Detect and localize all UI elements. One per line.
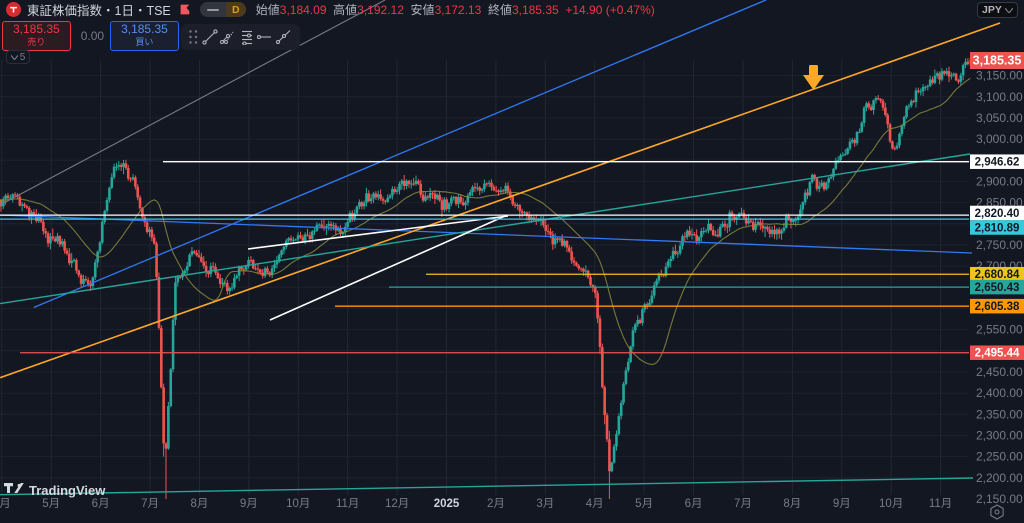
svg-text:2,350.00: 2,350.00 — [976, 407, 1023, 421]
svg-text:3,185.35: 3,185.35 — [973, 54, 1022, 68]
svg-text:9月: 9月 — [240, 498, 258, 510]
svg-text:2,750.00: 2,750.00 — [976, 238, 1023, 252]
svg-text:2,200.00: 2,200.00 — [976, 471, 1023, 485]
svg-text:2,946.62: 2,946.62 — [975, 157, 1020, 169]
svg-text:2月: 2月 — [487, 498, 505, 510]
svg-text:2,300.00: 2,300.00 — [976, 428, 1023, 442]
svg-text:3月: 3月 — [536, 498, 554, 510]
svg-text:9月: 9月 — [833, 498, 851, 510]
svg-text:8月: 8月 — [190, 498, 208, 510]
svg-text:8月: 8月 — [783, 498, 801, 510]
svg-text:3,000.00: 3,000.00 — [976, 132, 1023, 146]
svg-text:5月: 5月 — [42, 498, 60, 510]
svg-text:2,495.44: 2,495.44 — [975, 348, 1020, 360]
svg-text:4月: 4月 — [0, 498, 11, 510]
svg-text:2,810.89: 2,810.89 — [975, 223, 1020, 235]
svg-text:3,150.00: 3,150.00 — [976, 69, 1023, 83]
svg-text:2,400.00: 2,400.00 — [976, 386, 1023, 400]
svg-text:11月: 11月 — [336, 498, 359, 510]
svg-text:2,150.00: 2,150.00 — [976, 492, 1023, 506]
svg-text:7月: 7月 — [141, 498, 159, 510]
svg-text:2,650.43: 2,650.43 — [975, 282, 1020, 294]
svg-text:2,450.00: 2,450.00 — [976, 365, 1023, 379]
svg-text:2,605.38: 2,605.38 — [975, 301, 1020, 313]
svg-text:3,050.00: 3,050.00 — [976, 111, 1023, 125]
svg-text:10月: 10月 — [286, 498, 310, 510]
svg-text:3,100.00: 3,100.00 — [976, 90, 1023, 104]
svg-text:2,250.00: 2,250.00 — [976, 450, 1023, 464]
svg-text:7月: 7月 — [734, 498, 752, 510]
svg-text:2,680.84: 2,680.84 — [975, 269, 1020, 281]
svg-text:10月: 10月 — [879, 498, 903, 510]
svg-text:11月: 11月 — [929, 498, 952, 510]
svg-text:2025: 2025 — [434, 498, 460, 510]
svg-text:12月: 12月 — [385, 498, 409, 510]
svg-text:4月: 4月 — [586, 498, 604, 510]
svg-text:2,900.00: 2,900.00 — [976, 174, 1023, 188]
svg-text:6月: 6月 — [92, 498, 110, 510]
svg-text:5月: 5月 — [635, 498, 653, 510]
svg-text:2,820.40: 2,820.40 — [975, 208, 1020, 220]
svg-text:6月: 6月 — [685, 498, 703, 510]
svg-text:2,550.00: 2,550.00 — [976, 323, 1023, 337]
